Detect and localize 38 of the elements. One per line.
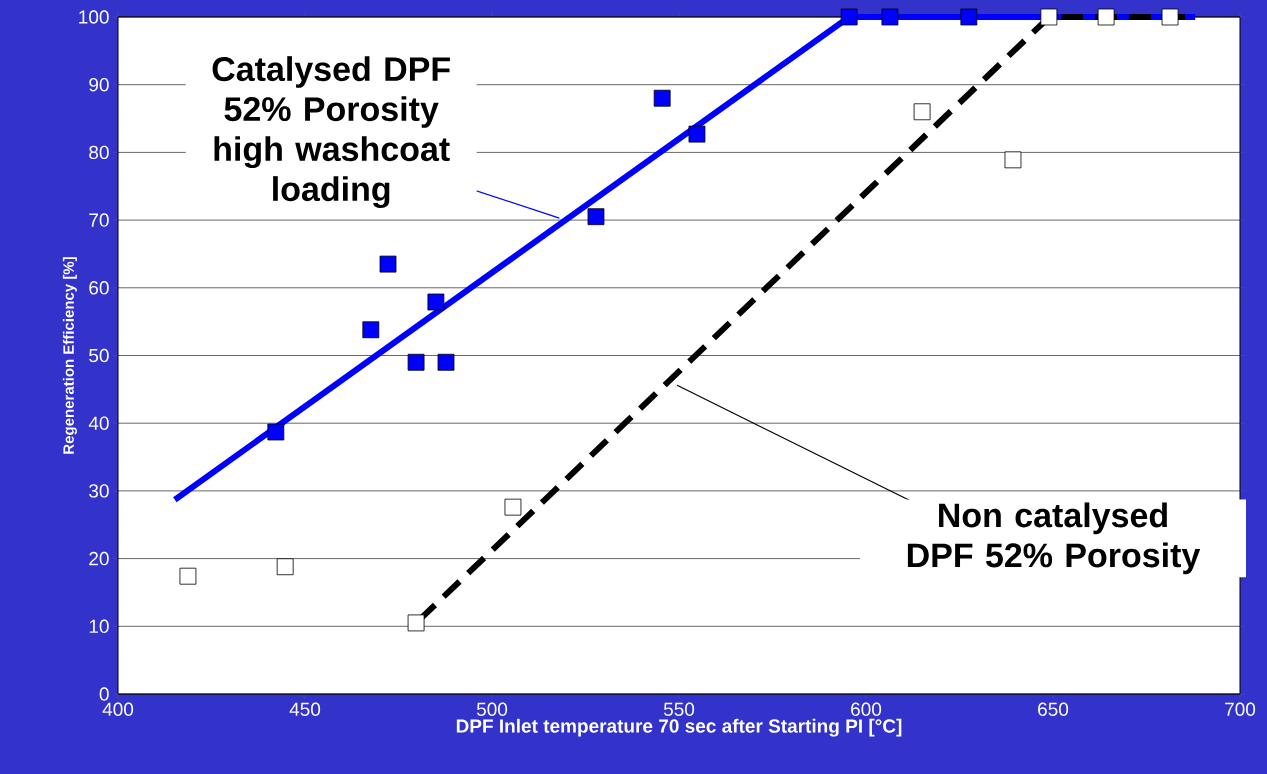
y-tick-label: 90: [89, 77, 109, 92]
point: [587, 208, 605, 226]
point: [437, 353, 455, 371]
point: [1161, 8, 1179, 26]
point: [1097, 8, 1115, 26]
y-tick-label: 100: [79, 10, 109, 24]
y-tick-label: 60: [89, 281, 109, 295]
point: [688, 125, 706, 143]
y-tick-label: 80: [89, 145, 109, 160]
y-tick-label: 0: [99, 687, 109, 701]
point: [840, 8, 858, 26]
x-tick-label: 450: [289, 702, 321, 716]
point: [379, 255, 397, 273]
x-axis-title: DPF Inlet temperature 70 sec after Starting PI [°C]: [456, 718, 902, 737]
y-axis-title: Regeneration Efficiency [%]: [62, 257, 77, 454]
y-tick-label: 40: [88, 416, 109, 430]
point: [427, 293, 445, 311]
point: [362, 321, 380, 339]
point: [407, 614, 425, 632]
y-tick-label: 50: [89, 348, 109, 363]
annotation: Catalysed DPF 52% Porosity high washcoat loading: [212, 56, 450, 208]
x-tick-label: 400: [102, 702, 134, 716]
point: [267, 423, 285, 441]
x-tick-label: 700: [1225, 702, 1256, 716]
point: [653, 89, 671, 107]
y-tick-label: 10: [89, 619, 109, 634]
y-tick-label: 70: [89, 213, 109, 227]
x-tick-label: 650: [1038, 702, 1069, 716]
annotation: Non catalysed DPF 52% Porosity: [907, 502, 1201, 575]
point: [1040, 8, 1058, 26]
point: [881, 8, 899, 26]
x-tick-label: 500: [476, 702, 508, 716]
y-tick-label: 20: [89, 551, 109, 566]
x-tick-label: 550: [663, 702, 695, 716]
x-tick-label: 600: [851, 702, 882, 716]
y-tick-label: 30: [89, 484, 109, 498]
point: [407, 353, 425, 371]
point: [960, 8, 978, 26]
